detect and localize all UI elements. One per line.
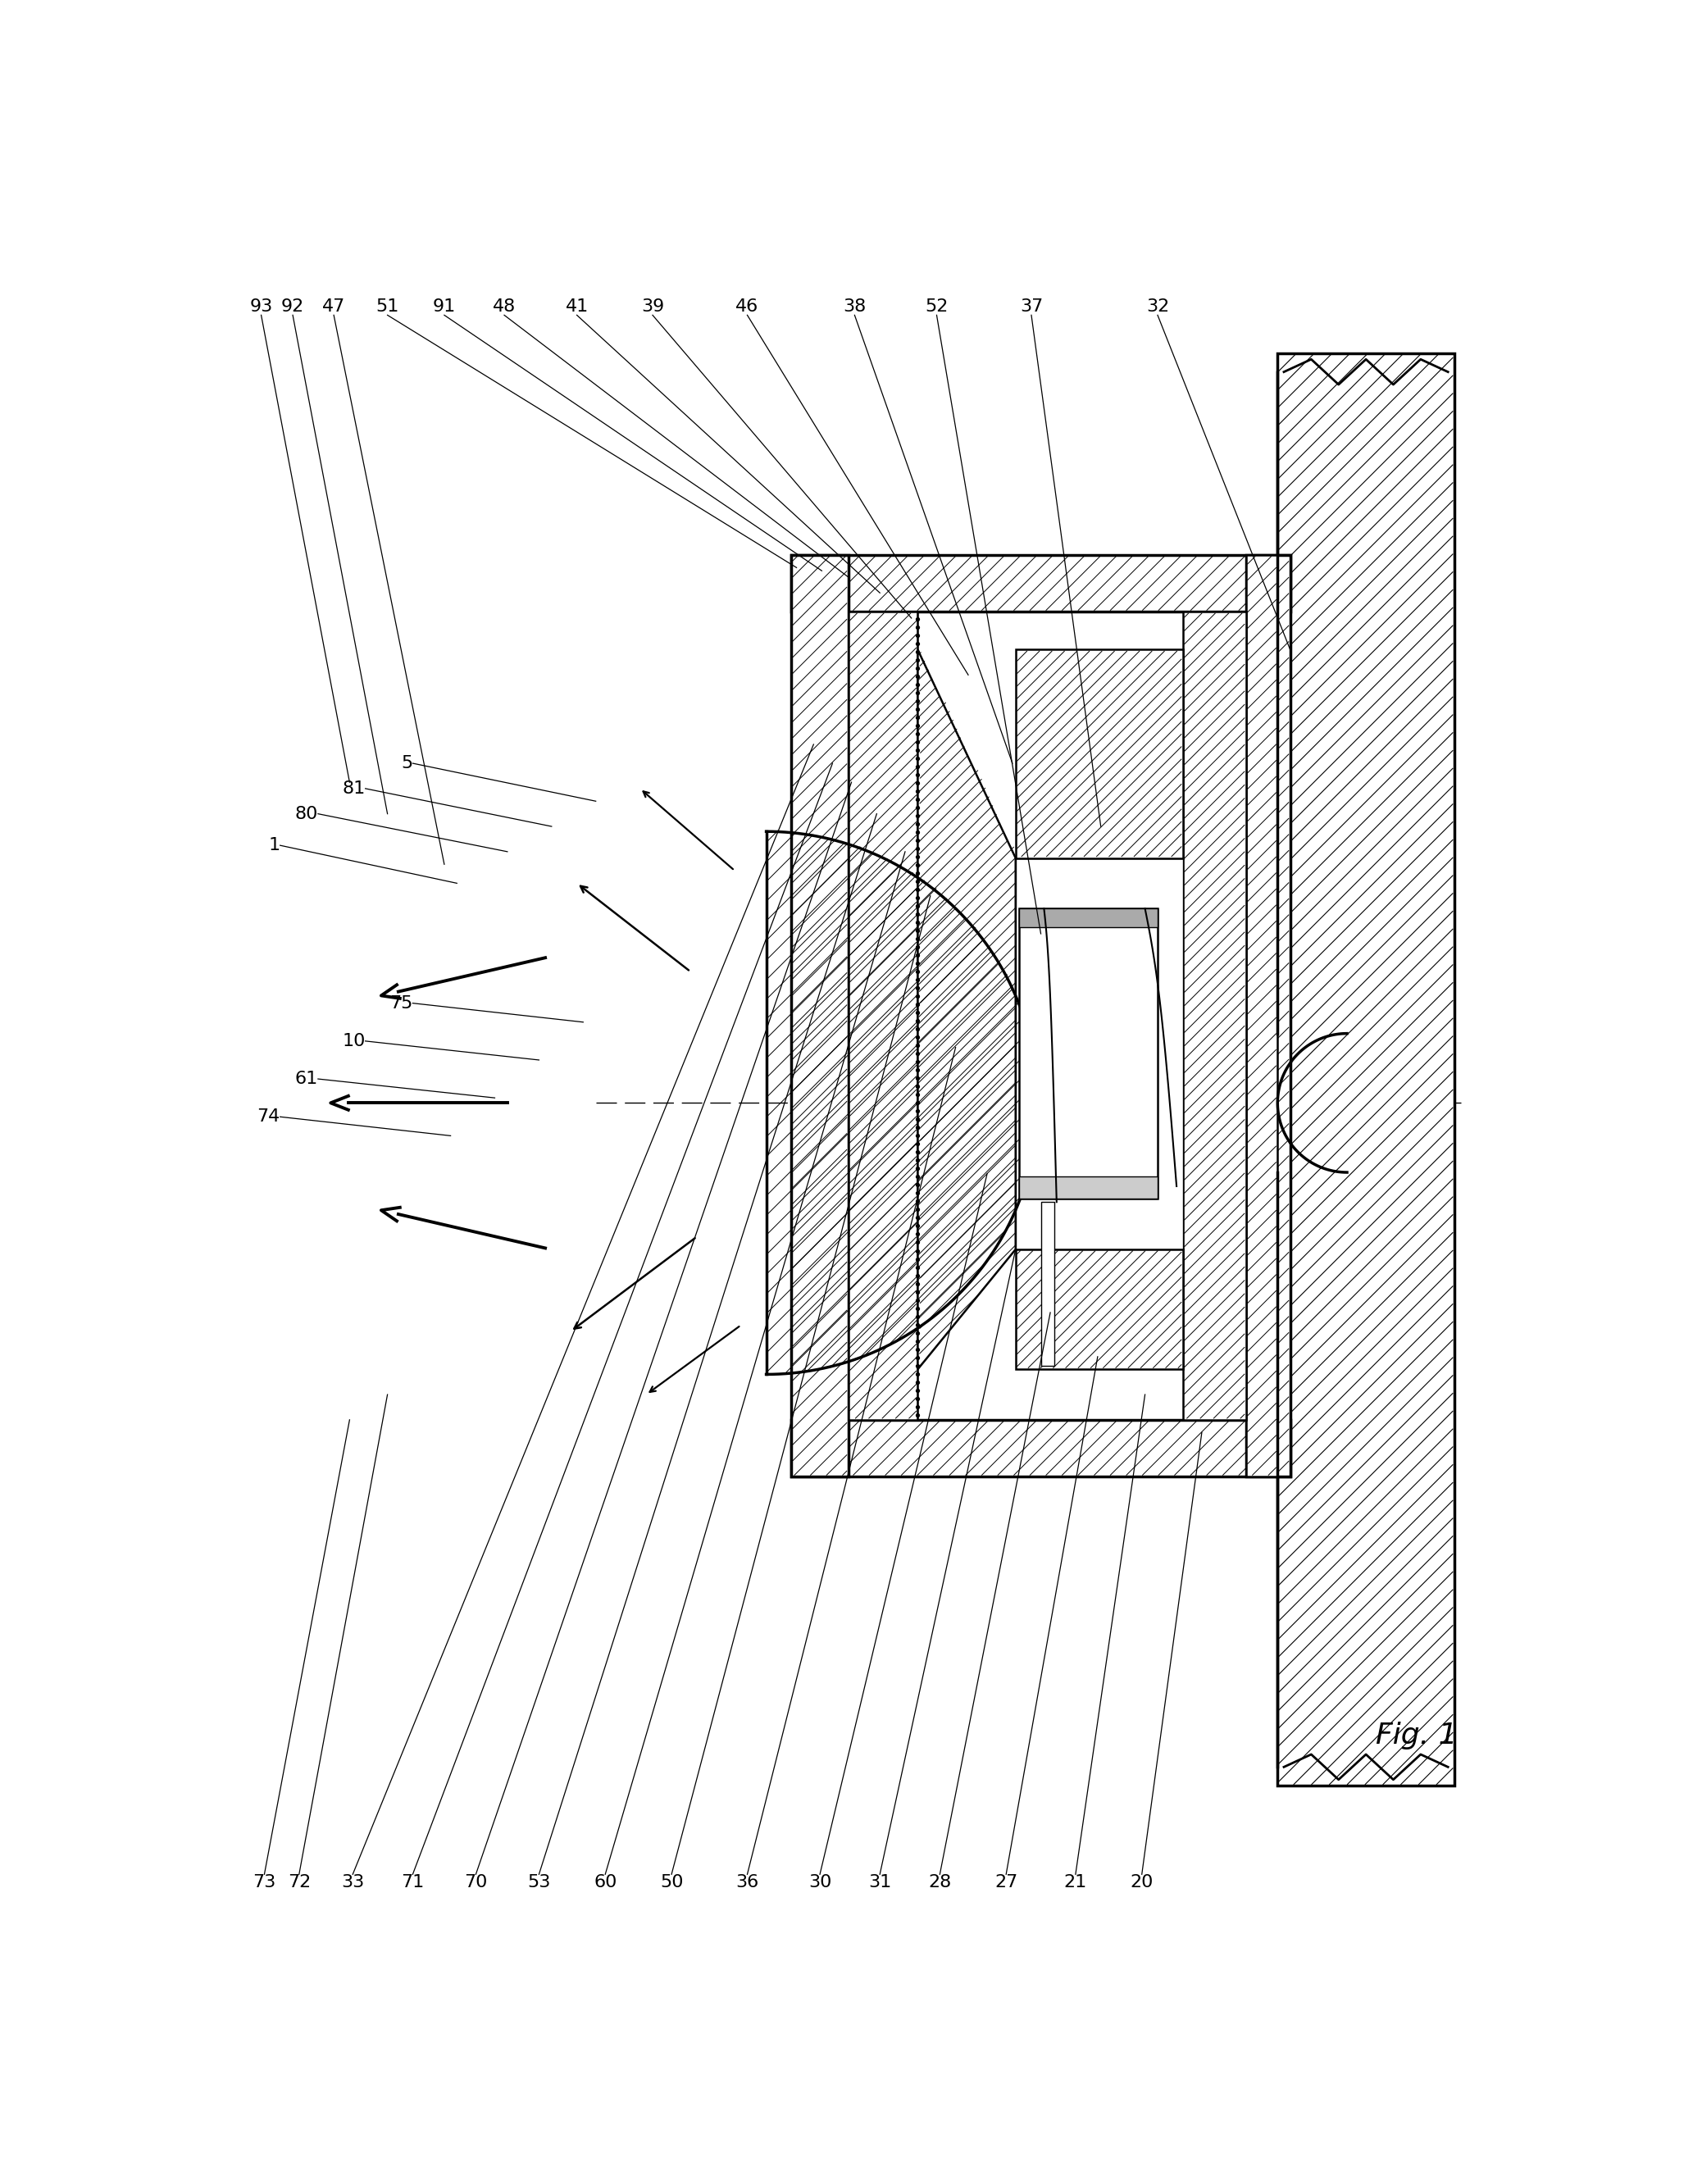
Text: 5: 5 — [402, 756, 412, 771]
Text: 10: 10 — [342, 1033, 366, 1048]
Bar — [791, 555, 848, 1476]
Text: 39: 39 — [642, 299, 664, 314]
Text: 92: 92 — [281, 299, 305, 314]
Text: 38: 38 — [842, 299, 866, 314]
Text: 31: 31 — [868, 1874, 892, 1891]
Text: 28: 28 — [928, 1874, 951, 1891]
Text: 51: 51 — [376, 299, 398, 314]
Text: 91: 91 — [432, 299, 456, 314]
Text: 52: 52 — [924, 299, 948, 314]
Text: 47: 47 — [322, 299, 346, 314]
Bar — [1278, 354, 1454, 1787]
Text: 27: 27 — [994, 1874, 1018, 1891]
Text: 70: 70 — [465, 1874, 487, 1891]
Text: 46: 46 — [735, 299, 759, 314]
Text: 80: 80 — [294, 806, 318, 821]
Text: 75: 75 — [390, 996, 412, 1011]
Text: 53: 53 — [528, 1874, 550, 1891]
Bar — [1019, 909, 1157, 1199]
Bar — [1246, 555, 1278, 1476]
Bar — [848, 612, 1246, 1420]
Text: 20: 20 — [1130, 1874, 1154, 1891]
Text: 37: 37 — [1019, 299, 1043, 314]
Text: Fig. 1: Fig. 1 — [1375, 1721, 1457, 1749]
Text: 33: 33 — [340, 1874, 364, 1891]
Text: 50: 50 — [660, 1874, 683, 1891]
Polygon shape — [917, 649, 1016, 1369]
Text: 60: 60 — [594, 1874, 616, 1891]
Text: 21: 21 — [1064, 1874, 1088, 1891]
Text: 71: 71 — [402, 1874, 424, 1891]
Bar — [1246, 555, 1290, 1476]
Text: 36: 36 — [735, 1874, 759, 1891]
Text: 48: 48 — [492, 299, 516, 314]
Text: 30: 30 — [808, 1874, 832, 1891]
Text: 81: 81 — [342, 780, 366, 797]
Bar — [1016, 858, 1183, 1249]
Bar — [1016, 649, 1183, 858]
Text: 73: 73 — [254, 1874, 276, 1891]
Text: 61: 61 — [294, 1070, 318, 1088]
Bar — [1042, 1201, 1055, 1367]
Bar — [1019, 909, 1157, 928]
Bar — [848, 612, 917, 1420]
Text: 93: 93 — [250, 299, 272, 314]
Bar — [791, 555, 1290, 612]
Text: 74: 74 — [257, 1109, 281, 1125]
Text: 32: 32 — [1145, 299, 1169, 314]
Bar — [791, 1420, 1290, 1476]
Text: 72: 72 — [288, 1874, 311, 1891]
Bar — [1016, 1249, 1183, 1369]
Bar — [1183, 612, 1246, 1420]
Text: 41: 41 — [565, 299, 589, 314]
Bar — [1019, 1177, 1157, 1199]
Text: 1: 1 — [269, 836, 281, 854]
